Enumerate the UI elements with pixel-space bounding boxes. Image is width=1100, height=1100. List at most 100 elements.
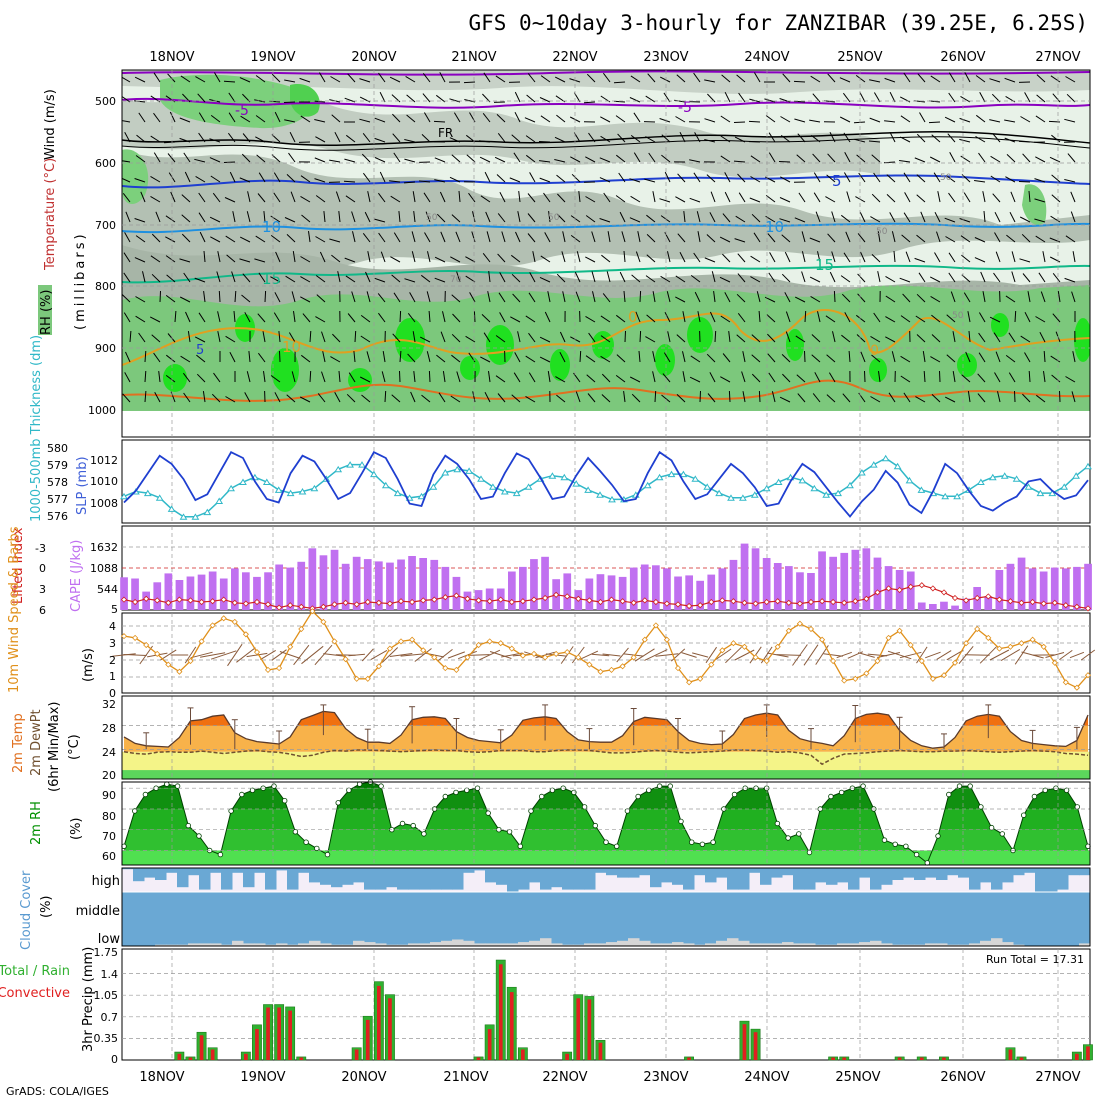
wind-barb — [315, 275, 326, 283]
wind-barb — [181, 214, 191, 223]
wind-barb-10m — [670, 648, 686, 662]
cloud-middle-bar — [694, 892, 706, 920]
cape-bar — [1050, 567, 1059, 610]
wind-barb — [393, 232, 401, 243]
wind-barb — [255, 75, 266, 83]
slp-thickness-panel: 580 579 578 577 576 1012 1010 1008 1000-… — [29, 335, 1092, 524]
wind-barb — [527, 233, 536, 243]
wind-barb-10m — [227, 643, 243, 667]
wind-barb — [263, 211, 266, 223]
wind-speed-point — [176, 668, 183, 675]
wind-barb — [767, 353, 776, 363]
wind-barb — [992, 133, 1001, 143]
wind-barb — [857, 293, 866, 303]
wind-barb — [750, 276, 761, 283]
rh-point — [303, 839, 309, 845]
cloud-middle-bar — [892, 892, 904, 920]
wind-barb — [125, 211, 131, 223]
wind-barb — [392, 333, 401, 343]
wind-barb — [646, 214, 656, 223]
wind-barb — [198, 192, 206, 203]
wind-speed-point — [1084, 672, 1092, 679]
wind-barb — [585, 355, 596, 363]
cloud-middle-bar — [1024, 892, 1036, 920]
wind-barb — [588, 332, 596, 343]
cape-bar — [1017, 557, 1026, 610]
cloud-middle-bar — [232, 892, 244, 920]
wind10m-label: 10m Wind Speed & Barbs — [7, 526, 22, 693]
wind-barb — [486, 231, 491, 243]
wind-barb-10m — [979, 646, 997, 664]
cloud-high-bar — [441, 868, 453, 890]
wind-speed-point — [963, 640, 970, 647]
precip-frame — [121, 948, 1091, 1061]
wind-barb — [889, 131, 896, 143]
lifted-index-point — [852, 598, 859, 605]
wind-barb — [736, 293, 746, 303]
wind-barb — [150, 175, 161, 183]
wind-barb-10m — [348, 653, 365, 657]
wind-barb — [449, 176, 461, 183]
wind-barb — [778, 161, 791, 163]
wind-barb — [613, 81, 626, 84]
lifted-index-point — [841, 599, 848, 606]
wind-barb — [270, 375, 281, 383]
wind-barb — [451, 354, 461, 363]
wind-barb — [228, 112, 236, 123]
wind-speed-point — [807, 625, 815, 633]
wind-barb — [974, 237, 986, 243]
wind-barb — [419, 336, 431, 343]
wind-barb — [511, 134, 521, 143]
date-label-top: 27NOV — [1035, 50, 1080, 65]
grid-f — [122, 782, 1090, 865]
rh-point — [174, 783, 181, 789]
rh-point — [956, 783, 963, 789]
wind-barb — [845, 231, 851, 243]
lifted-index-point — [154, 597, 161, 604]
cape-bar — [951, 605, 959, 610]
wind-barb — [556, 213, 566, 223]
cloud-middle-bar — [672, 892, 684, 920]
cloud-middle-bar — [342, 892, 354, 920]
wind-speed-point — [752, 654, 759, 661]
wind-barb — [639, 290, 642, 303]
cloud-low-bar — [353, 940, 365, 946]
wind-barb — [270, 276, 281, 283]
cloud-low-bar — [892, 944, 904, 946]
wind-speed-point — [486, 638, 493, 645]
rh-point — [978, 804, 984, 810]
wind-barb — [877, 231, 881, 243]
lifted-index-point — [364, 598, 371, 606]
wind-speed-point — [686, 679, 693, 686]
wind-barb — [1024, 311, 1031, 323]
wind-barb — [254, 258, 266, 263]
precip-convective-bar — [277, 1007, 281, 1060]
pressure-tick: 1000 — [88, 404, 116, 417]
wind-barb — [645, 95, 656, 103]
lifted-index-point — [586, 597, 593, 604]
wind-barb — [209, 138, 221, 143]
wind-barb-10m — [236, 647, 256, 663]
lifted-index-point — [763, 598, 770, 606]
wind-barb — [138, 332, 146, 343]
wind-barb — [855, 314, 866, 323]
wind-barb — [1022, 153, 1031, 163]
wind-speed-point — [885, 634, 892, 641]
wind-barb — [278, 331, 281, 343]
wind-barb — [240, 115, 251, 123]
temp-tick: 20 — [102, 769, 116, 782]
wind-barb — [982, 191, 986, 203]
wind-speed-point — [386, 645, 393, 652]
wind-barb — [661, 154, 671, 163]
cloud-middle-bar — [639, 892, 651, 920]
cape-bar — [131, 578, 139, 610]
lifted-index-point — [375, 599, 382, 606]
wind-barb — [591, 231, 596, 243]
lifted-index-point — [807, 598, 815, 606]
cloud-low-bar — [991, 938, 1003, 946]
cloud-high-bar — [936, 868, 948, 880]
wind-barb — [810, 295, 821, 303]
rh-fill-area — [160, 74, 313, 129]
thickness-point — [739, 494, 747, 501]
wind-barb — [989, 78, 1001, 83]
